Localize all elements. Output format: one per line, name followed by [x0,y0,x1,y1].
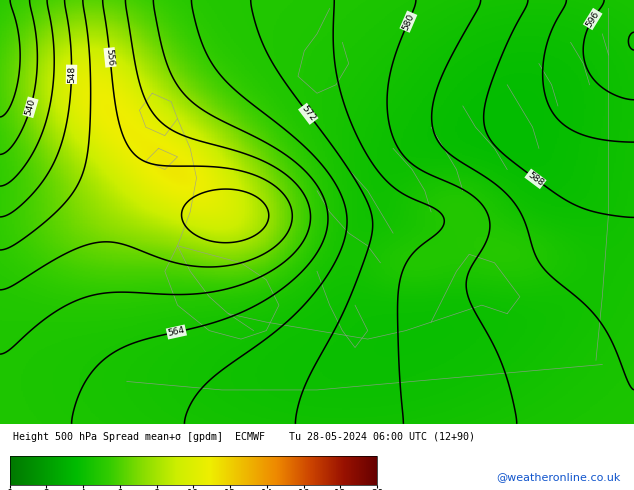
Text: 548: 548 [67,66,76,83]
Text: 540: 540 [24,98,37,117]
Text: @weatheronline.co.uk: @weatheronline.co.uk [496,472,620,482]
Text: 580: 580 [401,12,416,31]
Text: 596: 596 [585,9,601,29]
Text: 588: 588 [526,170,545,188]
Text: 572: 572 [299,104,317,123]
Text: Height 500 hPa Spread mean+σ [gpdm]  ECMWF    Tu 28-05-2024 06:00 UTC (12+90): Height 500 hPa Spread mean+σ [gpdm] ECMW… [13,432,475,441]
Text: 564: 564 [167,326,186,338]
Text: 556: 556 [105,49,115,67]
